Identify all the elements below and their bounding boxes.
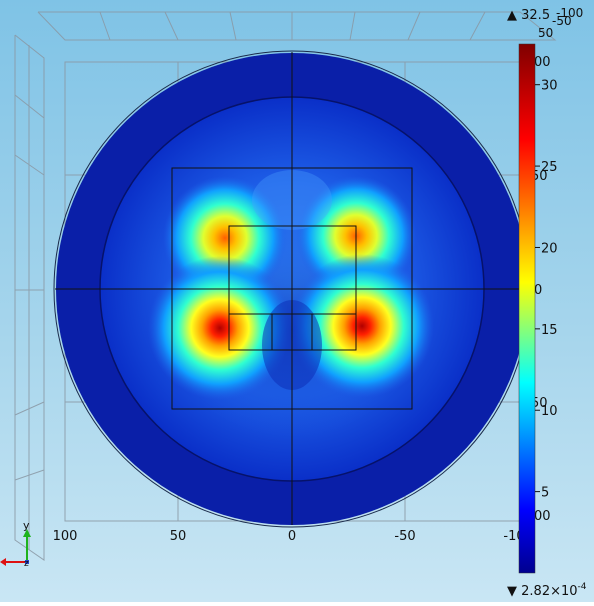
hotspot-lower-right xyxy=(290,254,434,398)
tick-label: 0 xyxy=(534,283,542,298)
geometry-edges xyxy=(55,52,520,525)
tick-label: 50 xyxy=(170,529,187,544)
right-axis-ticks: 00 50 0 50 00 xyxy=(531,55,551,524)
tick-label: 00 xyxy=(534,509,551,524)
colorbar-ticks: 30 25 20 15 10 5 xyxy=(535,79,558,501)
colorbar-max-label: ▲ 32.5 xyxy=(507,8,550,23)
tick-label: 0 xyxy=(288,529,296,544)
colorbar-gradient xyxy=(519,44,535,573)
bottom-axis-ticks: 100 50 0 -50 -10 xyxy=(53,529,525,544)
top-right-axis-ticks: -100 -50 50 xyxy=(538,6,583,40)
tick-label: 00 xyxy=(534,55,551,70)
tick-label: -50 xyxy=(394,529,415,544)
colorbar-min-label: ▼ 2.82×10-4 xyxy=(507,582,587,599)
axis-label-y: y xyxy=(23,519,30,532)
colorbar-tick-label: 15 xyxy=(541,323,558,338)
colorbar-tick-label: 10 xyxy=(541,404,558,419)
tick-label: 50 xyxy=(538,26,553,40)
tick-label: -100 xyxy=(556,6,583,20)
axis-label-z: z xyxy=(24,559,29,569)
colorbar-tick-label: 30 xyxy=(541,79,558,94)
hotspot-lower-left xyxy=(148,256,292,400)
colorbar-tick-label: 20 xyxy=(541,241,558,256)
tick-label: 100 xyxy=(53,529,78,544)
colorbar-tick-label: 25 xyxy=(541,160,558,175)
axis-triad: y z xyxy=(0,519,31,569)
z-axis-dot xyxy=(25,560,29,564)
tick-label: -50 xyxy=(552,14,572,28)
colorbar-tick-label: 5 xyxy=(541,486,549,501)
colorbar: ▲ 32.5 30 25 20 15 10 5 ▼ 2.82×10-4 xyxy=(507,8,587,599)
